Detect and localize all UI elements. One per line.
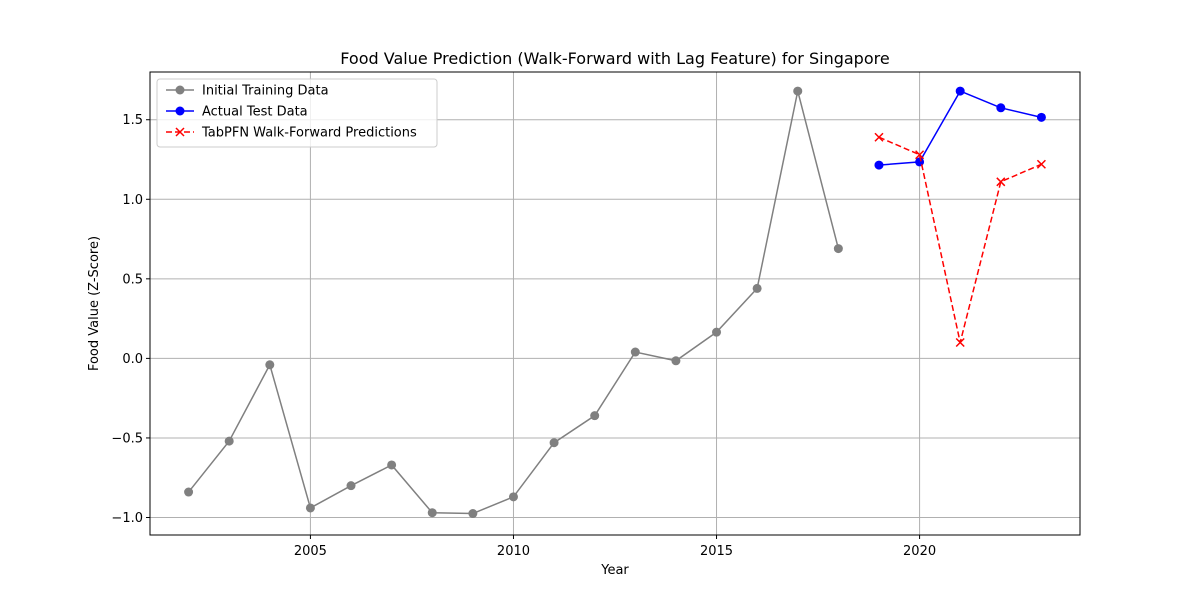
x-tick-label: 2020 — [903, 544, 936, 559]
y-tick-label: −1.0 — [111, 511, 143, 526]
training-series-point — [549, 438, 559, 448]
prediction-series-point — [996, 177, 1006, 187]
training-series-point — [427, 508, 437, 518]
legend-actual-series-point — [175, 106, 185, 116]
actual-series-point — [915, 157, 925, 167]
x-tick-label: 2005 — [294, 544, 327, 559]
x-axis-title: Year — [600, 563, 629, 578]
legend-label-actual-series: Actual Test Data — [202, 105, 308, 120]
y-tick-label: −0.5 — [111, 431, 143, 446]
y-tick-label: 1.5 — [122, 113, 143, 128]
actual-series-point — [874, 160, 884, 170]
training-series — [184, 86, 843, 519]
axis-ticks: 2005 2010 2015 2020 −1.0 −0.5 0.0 0.5 1.0 1.5 — [111, 113, 936, 559]
legend-prediction-series-point — [175, 127, 185, 137]
training-series-point — [224, 436, 234, 446]
training-series-point — [793, 86, 803, 96]
training-series-point — [630, 347, 640, 357]
training-series-point — [752, 283, 762, 293]
grid — [150, 72, 1080, 535]
training-series-point — [387, 460, 397, 470]
training-series-point — [184, 487, 194, 497]
actual-series-point — [996, 103, 1006, 113]
x-tick-label: 2015 — [700, 544, 733, 559]
prediction-series — [874, 132, 1046, 348]
training-series-point — [346, 481, 356, 491]
training-series-point — [265, 360, 275, 370]
y-tick-label: 0.0 — [122, 352, 143, 367]
prediction-series-point — [915, 150, 925, 160]
plot-frame — [149, 71, 1081, 536]
training-series-point — [590, 411, 600, 421]
training-series-point — [833, 244, 843, 254]
legend-label-prediction-series: TabPFN Walk-Forward Predictions — [201, 126, 417, 141]
training-series-point — [671, 356, 681, 366]
prediction-series-point — [1036, 159, 1046, 169]
y-tick-label: 0.5 — [122, 272, 143, 287]
actual-series-point — [955, 86, 965, 96]
chart-title: Food Value Prediction (Walk-Forward with… — [340, 49, 889, 68]
series-group — [184, 86, 1046, 519]
training-series-point — [468, 509, 478, 519]
actual-series-point — [1036, 112, 1046, 122]
legend-label-training-series: Initial Training Data — [202, 84, 329, 99]
actual-series — [874, 86, 1046, 170]
prediction-series-point — [955, 337, 965, 348]
training-series-point — [305, 503, 315, 513]
y-axis-title: Food Value (Z-Score) — [87, 236, 102, 371]
legend: Initial Training Data Actual Test Data Tab… — [156, 78, 438, 148]
legend-training-series-point — [175, 85, 185, 95]
training-series-point — [712, 327, 722, 337]
x-tick-label: 2010 — [497, 544, 530, 559]
prediction-series-point — [874, 132, 884, 142]
legend-box — [156, 78, 438, 148]
training-series-point — [508, 492, 518, 502]
y-tick-label: 1.0 — [122, 193, 143, 208]
